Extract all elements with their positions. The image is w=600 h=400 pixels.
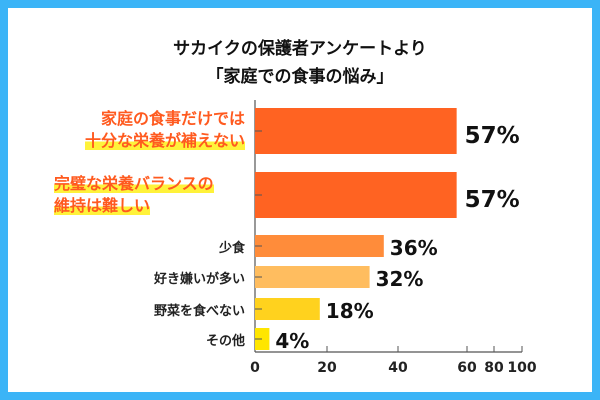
x-tick-label: 20 (317, 360, 337, 376)
value-label: 18% (326, 299, 374, 323)
value-label: 36% (390, 236, 438, 260)
bar (255, 328, 270, 350)
x-tick-label: 0 (250, 360, 260, 376)
category-label-0: 家庭の食事だけでは 十分な栄養が補えない (84, 109, 245, 150)
category-label-3: 好き嫌いが多い (153, 272, 245, 287)
x-tick-label: 80 (484, 360, 504, 376)
value-label: 32% (376, 267, 424, 291)
bar (255, 172, 457, 218)
value-label: 57% (465, 187, 520, 213)
bar (255, 108, 457, 154)
chart-subtitle: 「家庭での食事の悩み」 (206, 67, 394, 87)
x-tick-label: 60 (457, 360, 477, 376)
x-tick-label: 40 (388, 360, 408, 376)
bar (255, 266, 370, 288)
value-label: 57% (465, 123, 520, 149)
value-label: 4% (275, 329, 309, 353)
bar (255, 235, 384, 257)
category-label-1: 完璧な栄養バランスの 維持は難しい (54, 174, 214, 215)
category-label-4: 野菜を食べない (153, 304, 245, 319)
chart-title: サカイクの保護者アンケートより (173, 39, 427, 59)
x-tick-label: 100 (507, 360, 536, 376)
category-label-2: 少食 (218, 241, 245, 256)
bar (255, 298, 320, 320)
category-label-5: その他 (205, 334, 245, 349)
